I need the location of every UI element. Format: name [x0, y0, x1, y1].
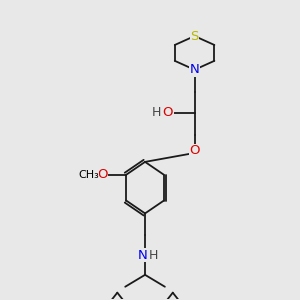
Text: N: N [190, 63, 200, 76]
Text: CH₃: CH₃ [78, 170, 99, 180]
Text: H: H [148, 248, 158, 262]
Text: S: S [190, 30, 199, 43]
Text: O: O [97, 168, 108, 181]
Text: O: O [163, 106, 173, 119]
Text: H: H [152, 106, 162, 119]
Text: O: O [189, 145, 200, 158]
Text: N: N [138, 248, 148, 262]
